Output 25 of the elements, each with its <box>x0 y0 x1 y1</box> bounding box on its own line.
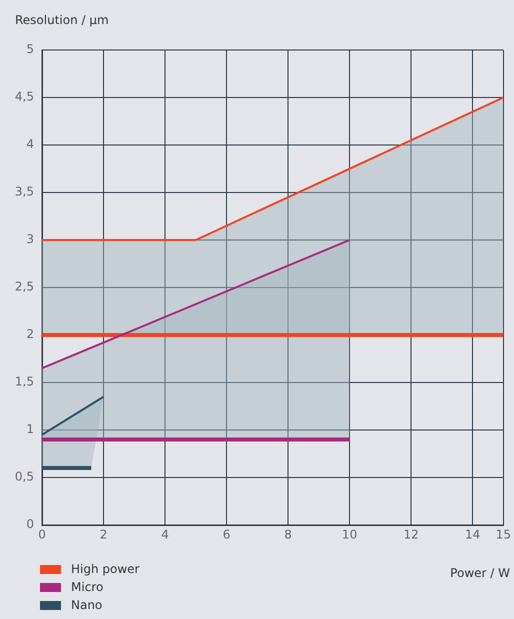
x-tick-label: 12 <box>403 527 419 542</box>
x-tick-label: 10 <box>342 527 358 542</box>
y-tick-label: 2,5 <box>14 280 34 294</box>
y-tick-label: 1 <box>26 422 34 436</box>
y-tick-label: 5 <box>26 42 34 56</box>
x-tick-label: 2 <box>100 527 108 542</box>
y-axis-title: Resolution / μm <box>15 13 109 28</box>
x-tick-label: 8 <box>284 527 292 542</box>
x-tick-label: 0 <box>38 527 46 542</box>
y-tick-label: 2 <box>26 327 34 342</box>
y-tick-label: 0 <box>26 517 34 532</box>
x-axis-title: Power / W <box>450 566 510 580</box>
legend-label: High power <box>71 562 140 576</box>
x-tick-label: 15 <box>496 527 512 542</box>
y-tick-label: 1,5 <box>14 374 34 389</box>
y-tick-label: 3,5 <box>14 184 34 199</box>
x-tick-label: 4 <box>161 527 169 542</box>
y-tick-label: 0,5 <box>14 470 34 484</box>
y-tick-label: 4,5 <box>14 90 34 104</box>
legend-label: Nano <box>71 598 102 612</box>
y-tick-label: 3 <box>26 232 34 246</box>
legend-label: Micro <box>71 580 104 594</box>
x-tick-label: 14 <box>464 527 480 542</box>
x-tick-label: 6 <box>222 527 230 542</box>
y-tick-label: 4 <box>26 137 34 152</box>
